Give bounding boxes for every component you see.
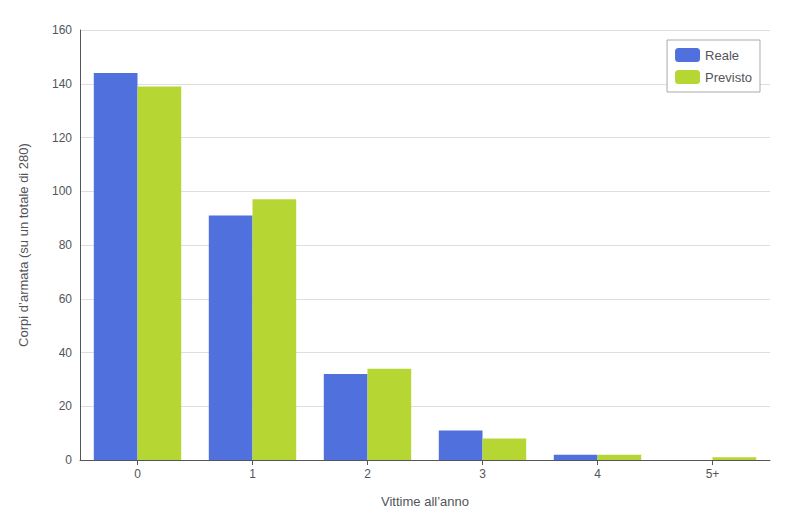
svg-text:Corpi d’armata (su un totale d: Corpi d’armata (su un totale di 280) [16, 143, 31, 347]
svg-text:0: 0 [134, 467, 141, 481]
svg-text:80: 80 [59, 238, 73, 252]
svg-text:Reale: Reale [705, 48, 739, 63]
svg-text:100: 100 [52, 184, 72, 198]
svg-text:Previsto: Previsto [705, 70, 752, 85]
svg-text:20: 20 [59, 399, 73, 413]
svg-text:3: 3 [479, 467, 486, 481]
svg-text:1: 1 [249, 467, 256, 481]
svg-text:5+: 5+ [706, 467, 720, 481]
svg-text:4: 4 [594, 467, 601, 481]
svg-text:2: 2 [364, 467, 371, 481]
svg-text:120: 120 [52, 131, 72, 145]
svg-text:140: 140 [52, 77, 72, 91]
svg-text:Vittime all’anno: Vittime all’anno [381, 494, 469, 509]
svg-text:40: 40 [59, 346, 73, 360]
svg-text:60: 60 [59, 292, 73, 306]
svg-text:0: 0 [65, 453, 72, 467]
svg-text:160: 160 [52, 23, 72, 37]
